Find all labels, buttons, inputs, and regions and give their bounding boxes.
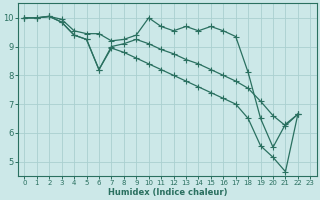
- X-axis label: Humidex (Indice chaleur): Humidex (Indice chaleur): [108, 188, 227, 197]
